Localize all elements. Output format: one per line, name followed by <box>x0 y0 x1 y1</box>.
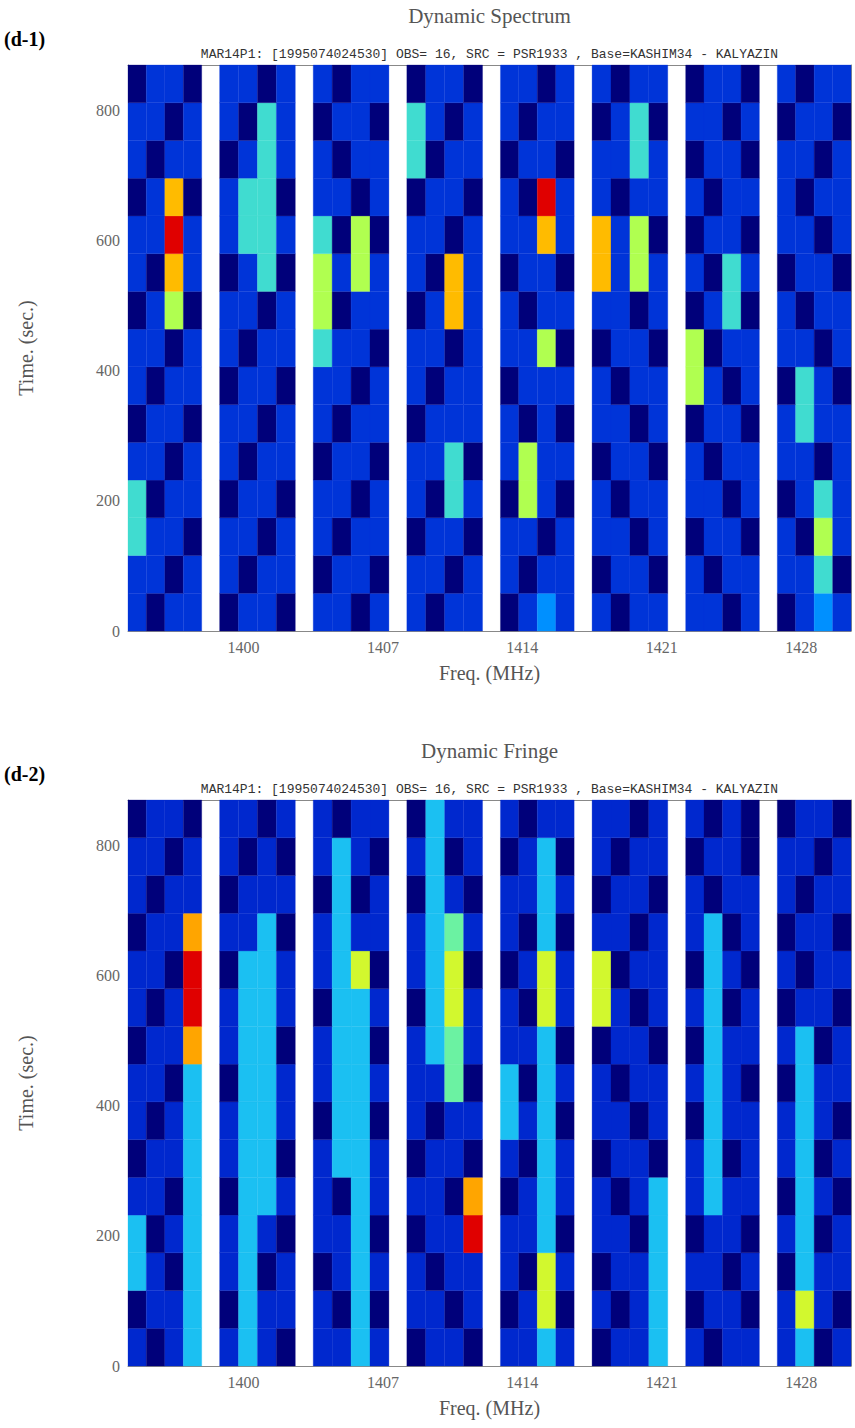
svg-text:1414: 1414 <box>506 1374 538 1391</box>
svg-text:1414: 1414 <box>506 639 538 656</box>
svg-text:0: 0 <box>112 623 120 640</box>
svg-text:1407: 1407 <box>367 639 399 656</box>
svg-text:1428: 1428 <box>785 639 817 656</box>
svg-text:MAR14P1: [1995074024530] OBS=: MAR14P1: [1995074024530] OBS= 16, SRC = … <box>201 782 778 797</box>
svg-text:1400: 1400 <box>228 639 260 656</box>
svg-text:Dynamic Spectrum: Dynamic Spectrum <box>408 4 571 28</box>
svg-text:(d-1): (d-1) <box>4 28 45 51</box>
svg-text:1407: 1407 <box>367 1374 399 1391</box>
svg-text:Time. (sec.): Time. (sec.) <box>15 1035 38 1130</box>
svg-text:1421: 1421 <box>646 639 678 656</box>
svg-text:200: 200 <box>96 1227 120 1244</box>
svg-text:Dynamic Fringe: Dynamic Fringe <box>421 739 558 763</box>
svg-text:0: 0 <box>112 1358 120 1375</box>
svg-text:1428: 1428 <box>785 1374 817 1391</box>
svg-text:200: 200 <box>96 492 120 509</box>
svg-text:800: 800 <box>96 837 120 854</box>
svg-text:800: 800 <box>96 102 120 119</box>
svg-text:(d-2): (d-2) <box>4 763 45 786</box>
svg-text:600: 600 <box>96 232 120 249</box>
svg-text:1400: 1400 <box>228 1374 260 1391</box>
svg-text:400: 400 <box>96 1097 120 1114</box>
svg-text:600: 600 <box>96 967 120 984</box>
svg-text:Freq. (MHz): Freq. (MHz) <box>439 1397 540 1420</box>
svg-text:400: 400 <box>96 362 120 379</box>
svg-text:MAR14P1: [1995074024530] OBS=: MAR14P1: [1995074024530] OBS= 16, SRC = … <box>201 47 778 62</box>
svg-text:1421: 1421 <box>646 1374 678 1391</box>
svg-text:Time. (sec.): Time. (sec.) <box>15 300 38 395</box>
svg-text:Freq. (MHz): Freq. (MHz) <box>439 662 540 685</box>
